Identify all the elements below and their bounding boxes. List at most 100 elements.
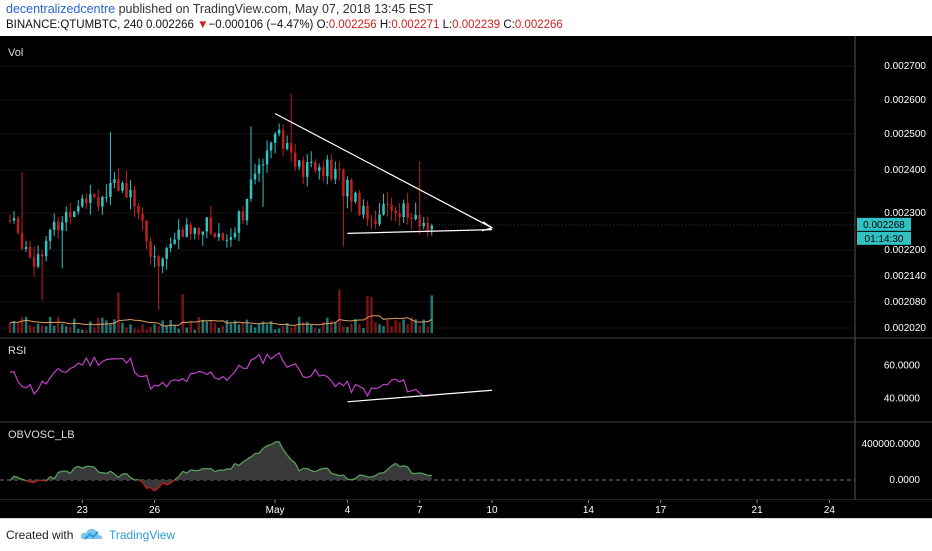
volume-bar [431, 295, 433, 333]
candle-body [362, 206, 364, 215]
candle-body [382, 204, 384, 215]
brand-label[interactable]: TradingView [109, 528, 175, 542]
candle-body [109, 183, 111, 197]
candle-body [121, 183, 123, 191]
volume-bar [41, 325, 43, 333]
candle-body [338, 169, 340, 170]
candle-body [310, 162, 312, 163]
candle-body [33, 257, 35, 267]
candle-body [73, 212, 75, 217]
volume-bar [218, 328, 220, 333]
volume-bar [173, 325, 175, 333]
volume-bar [137, 329, 139, 333]
candle-body [13, 218, 15, 220]
high-value: 0.002271 [391, 19, 439, 31]
volume-bar [354, 319, 356, 333]
candle-body [334, 169, 336, 179]
obv-pane-title: OBVOSC_LB [8, 429, 75, 441]
plot-background [0, 36, 855, 500]
candle-body [149, 241, 151, 256]
candle-body [246, 199, 248, 221]
low-value: 0.002239 [452, 19, 500, 31]
volume-bar [250, 325, 252, 333]
volume-bar [109, 324, 111, 333]
volume-bar [133, 329, 135, 333]
candle-body [402, 203, 404, 217]
volume-bar [53, 325, 55, 333]
volume-bar [69, 327, 71, 333]
candle-body [218, 233, 220, 237]
candle-body [374, 220, 376, 224]
rsi-axis-tick: 40.0000 [884, 394, 921, 405]
volume-bar [378, 324, 380, 333]
candle-body [21, 233, 23, 249]
candle-body [422, 223, 424, 226]
candle-body [157, 256, 159, 266]
volume-bar [290, 327, 292, 333]
volume-bar [294, 326, 296, 333]
volume-bar [278, 328, 280, 333]
volume-bar [398, 322, 400, 333]
candle-body [326, 160, 328, 177]
candle-body [177, 230, 179, 240]
candle-body [398, 214, 400, 217]
candle-body [234, 233, 236, 237]
chart-canvas[interactable]: 0.0027000.0026000.0025000.0024000.002300… [0, 36, 932, 518]
candle-body [137, 206, 139, 213]
volume-bar [77, 329, 79, 333]
price-axis-tick: 0.002080 [884, 297, 926, 308]
volume-bar [129, 324, 131, 333]
candle-body [318, 167, 320, 170]
candle-body [266, 150, 268, 164]
candle-body [322, 167, 324, 176]
price-axis-tick: 0.002500 [884, 129, 926, 140]
candle-body [282, 130, 284, 149]
last-price-tag-text: 0.002268 [863, 220, 905, 231]
volume-bar [230, 324, 232, 333]
obv-line-segment [30, 482, 34, 483]
candle-body [342, 170, 344, 197]
volume-bar [222, 326, 224, 333]
candle-body [161, 259, 163, 266]
price-axis-tick: 0.002300 [884, 208, 926, 219]
volume-bar [310, 325, 312, 333]
open-label: O: [317, 19, 329, 31]
volume-bar [97, 318, 99, 333]
time-axis-tick: 4 [345, 505, 351, 516]
candle-body [270, 143, 272, 151]
candle-body [198, 228, 200, 235]
volume-bar [346, 327, 348, 333]
volume-bar [254, 327, 256, 333]
candle-body [141, 213, 143, 220]
candle-body [17, 218, 19, 233]
volume-bar [358, 324, 360, 333]
open-value: 0.002256 [329, 19, 377, 31]
volume-bar [73, 319, 75, 333]
author-link[interactable]: decentralizedcentre [6, 2, 115, 16]
high-label: H: [380, 19, 392, 31]
candle-body [286, 143, 288, 149]
volume-bar [149, 327, 151, 333]
volume-bar [202, 320, 204, 333]
time-axis-tick: 21 [752, 505, 764, 516]
volume-bar [350, 323, 352, 333]
candle-body [302, 160, 304, 177]
candle-body [330, 160, 332, 180]
candle-body [65, 212, 67, 222]
volume-bar [338, 290, 340, 333]
volume-bar [394, 320, 396, 333]
candle-body [181, 230, 183, 237]
candle-body [238, 211, 240, 232]
candle-body [386, 204, 388, 205]
volume-bar [362, 328, 364, 333]
price-axis-tick: 0.002200 [884, 245, 926, 256]
volume-bar [406, 324, 408, 333]
volume-bar [105, 320, 107, 333]
obv-axis-tick: 0.0000 [889, 475, 920, 486]
volume-bar [214, 323, 216, 333]
footer-bar: Created with TradingView [0, 518, 932, 551]
price-axis-tick: 0.002400 [884, 165, 926, 176]
volume-bar [318, 329, 320, 333]
volume-bar [418, 326, 420, 333]
volume-bar [206, 321, 208, 333]
